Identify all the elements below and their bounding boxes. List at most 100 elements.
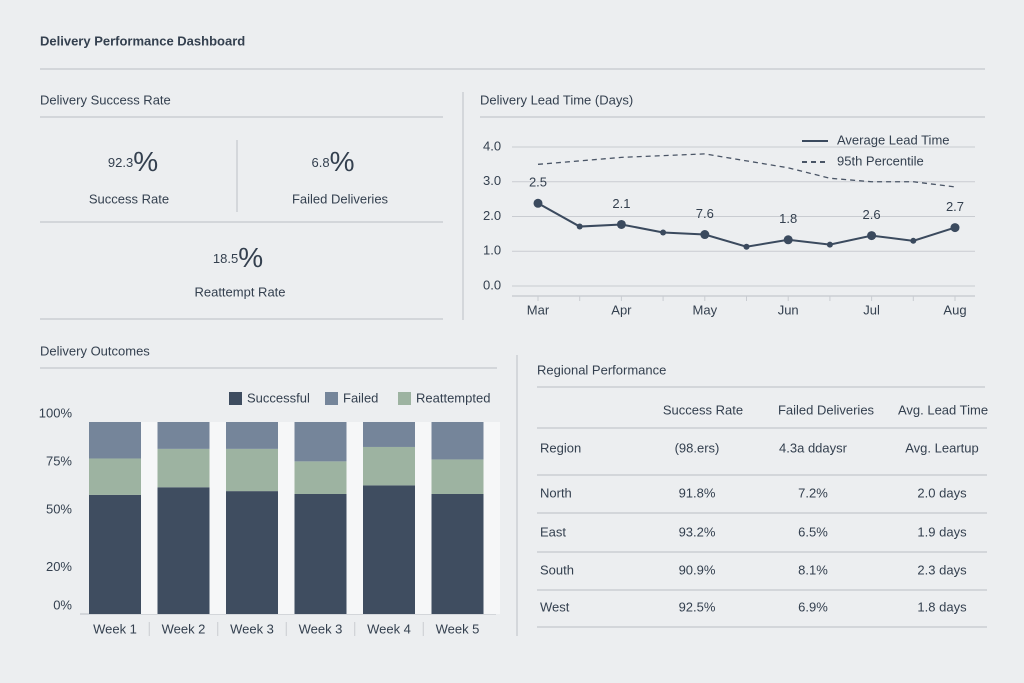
bar-segment xyxy=(226,448,278,492)
table-cell: 2.3 days xyxy=(917,562,967,577)
bar-segment xyxy=(431,422,484,460)
bar-segment xyxy=(431,494,484,614)
kpi-label: Failed Deliveries xyxy=(292,191,389,206)
x-tick-label: Week 2 xyxy=(162,621,206,636)
bar-segment xyxy=(431,459,484,494)
bar-segment xyxy=(226,491,278,614)
y-tick-label: 20% xyxy=(46,559,72,574)
subheader-cell: 4.3a ddaysr xyxy=(779,440,848,455)
x-tick-label: Apr xyxy=(611,302,632,317)
annotation: 1.8 xyxy=(779,211,797,226)
y-tick-label: 3.0 xyxy=(483,173,501,188)
legend-swatch xyxy=(325,392,338,405)
legend-label: Failed xyxy=(343,390,378,405)
table-cell: 7.2% xyxy=(798,485,828,500)
kpi-number: 18.5 xyxy=(213,251,238,266)
y-tick-label: 100% xyxy=(39,405,73,420)
bar-gap xyxy=(483,422,500,614)
kpi-number: 92.3 xyxy=(108,155,133,170)
column-header: Success Rate xyxy=(663,402,743,417)
x-tick-label: Week 4 xyxy=(367,621,411,636)
annotation: 2.5 xyxy=(529,175,547,190)
table-cell: 1.9 days xyxy=(917,524,967,539)
legend-label: Average Lead Time xyxy=(837,132,950,147)
table-cell: 92.5% xyxy=(679,599,716,614)
region-name: West xyxy=(540,599,570,614)
bar-gap xyxy=(415,422,432,614)
kpi-number: 6.8 xyxy=(312,155,330,170)
table-cell: 93.2% xyxy=(679,524,716,539)
bar-segment xyxy=(294,461,347,494)
data-point xyxy=(910,237,917,244)
data-point xyxy=(783,235,793,245)
row-header: Region xyxy=(540,440,581,455)
subheader-cell: (98.ers) xyxy=(675,440,720,455)
table-cell: 1.8 days xyxy=(917,599,967,614)
data-point xyxy=(533,198,543,208)
bar-segment xyxy=(89,494,141,614)
bar-segment xyxy=(89,422,141,459)
table-cell: 6.9% xyxy=(798,599,828,614)
kpi-value: 18.5% xyxy=(213,242,263,273)
column-header: Failed Deliveries xyxy=(778,402,875,417)
kpi-value: 6.8% xyxy=(312,146,355,177)
x-tick-label: Mar xyxy=(527,302,550,317)
bar-segment xyxy=(363,422,415,447)
bar-segment xyxy=(363,485,415,614)
series-line xyxy=(537,202,956,248)
region-name: South xyxy=(540,562,574,577)
data-point xyxy=(616,219,626,229)
legend-swatch xyxy=(398,392,411,405)
table-cell: 91.8% xyxy=(679,485,716,500)
kpi-label: Reattempt Rate xyxy=(194,284,285,299)
y-tick-label: 4.0 xyxy=(483,138,501,153)
y-tick-label: 0% xyxy=(53,597,72,612)
table-cell: 8.1% xyxy=(798,562,828,577)
bar-segment xyxy=(226,422,278,449)
kpi-unit: % xyxy=(330,146,355,177)
bar-segment xyxy=(363,446,415,486)
kpi-label: Success Rate xyxy=(89,191,169,206)
data-point xyxy=(576,223,583,230)
data-point xyxy=(660,229,667,236)
bar-segment xyxy=(157,487,210,614)
y-tick-label: 0.0 xyxy=(483,277,501,292)
kpi-unit: % xyxy=(238,242,263,273)
annotation: 2.1 xyxy=(612,196,630,211)
region-name: North xyxy=(540,485,572,500)
x-tick-label: Week 3 xyxy=(299,621,343,636)
table-cell: 90.9% xyxy=(679,562,716,577)
x-tick-label: May xyxy=(693,302,718,317)
data-point xyxy=(700,230,710,240)
table-cell: 6.5% xyxy=(798,524,828,539)
x-tick-label: Aug xyxy=(943,302,966,317)
table-title: Regional Performance xyxy=(537,362,666,377)
data-point xyxy=(950,223,960,233)
y-tick-label: 50% xyxy=(46,501,72,516)
x-tick-label: Jul xyxy=(863,302,880,317)
chart-title: Delivery Lead Time (Days) xyxy=(480,92,633,107)
column-header: Avg. Lead Time xyxy=(898,402,988,417)
bar-segment xyxy=(294,494,347,614)
x-tick-label: Week 3 xyxy=(230,621,274,636)
page-title: Delivery Performance Dashboard xyxy=(40,33,245,48)
y-tick-label: 1.0 xyxy=(483,243,501,258)
bar-gap xyxy=(141,422,158,614)
legend-label: Reattempted xyxy=(416,390,490,405)
data-point xyxy=(743,243,750,250)
annotation: 2.7 xyxy=(946,199,964,214)
bar-gap xyxy=(209,422,226,614)
x-tick-label: Week 1 xyxy=(93,621,137,636)
bar-segment xyxy=(89,458,141,495)
bar-gap xyxy=(346,422,363,614)
annotation: 2.6 xyxy=(863,207,881,222)
legend-label: Successful xyxy=(247,390,310,405)
bar-gap xyxy=(278,422,295,614)
annotation: 7.6 xyxy=(696,206,714,221)
y-tick-label: 75% xyxy=(46,453,72,468)
bar-segment xyxy=(157,422,210,449)
series-line xyxy=(537,153,956,188)
kpi-value: 92.3% xyxy=(108,146,158,177)
data-point xyxy=(867,231,877,241)
